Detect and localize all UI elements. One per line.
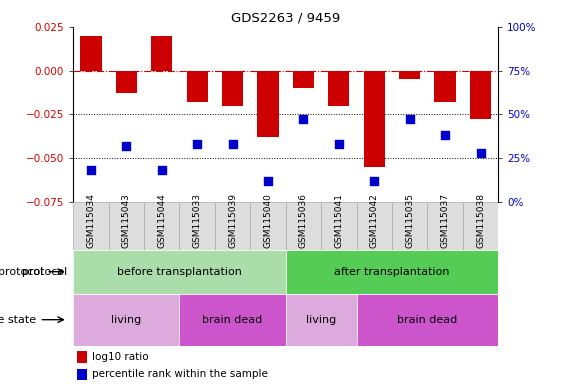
Point xyxy=(299,116,308,122)
Text: GSM115038: GSM115038 xyxy=(476,193,485,248)
Text: brain dead: brain dead xyxy=(397,314,458,325)
Point xyxy=(193,141,202,147)
FancyBboxPatch shape xyxy=(463,202,498,250)
FancyBboxPatch shape xyxy=(285,202,321,250)
Text: GSM115034: GSM115034 xyxy=(86,193,95,248)
Point xyxy=(228,141,237,147)
FancyBboxPatch shape xyxy=(427,202,463,250)
Text: GSM115033: GSM115033 xyxy=(193,193,202,248)
FancyBboxPatch shape xyxy=(356,202,392,250)
FancyBboxPatch shape xyxy=(180,294,285,346)
FancyBboxPatch shape xyxy=(109,202,144,250)
Text: GSM115039: GSM115039 xyxy=(228,193,237,248)
Bar xyxy=(78,369,87,380)
Point xyxy=(334,141,343,147)
FancyBboxPatch shape xyxy=(251,202,285,250)
Text: GSM115041: GSM115041 xyxy=(334,193,343,248)
FancyBboxPatch shape xyxy=(392,202,427,250)
Text: disease state: disease state xyxy=(0,314,36,325)
Bar xyxy=(470,71,491,119)
Bar xyxy=(151,36,172,71)
Bar xyxy=(186,71,208,102)
FancyBboxPatch shape xyxy=(285,294,356,346)
Text: GSM115040: GSM115040 xyxy=(263,193,272,248)
Text: GSM115043: GSM115043 xyxy=(122,193,131,248)
FancyBboxPatch shape xyxy=(144,202,180,250)
Text: after transplantation: after transplantation xyxy=(334,266,450,277)
Point xyxy=(157,167,166,173)
Text: before transplantation: before transplantation xyxy=(117,266,242,277)
FancyBboxPatch shape xyxy=(285,250,498,294)
FancyBboxPatch shape xyxy=(215,202,251,250)
Point xyxy=(263,177,272,184)
Text: GSM115037: GSM115037 xyxy=(441,193,450,248)
Text: protocol: protocol xyxy=(0,266,43,277)
Text: GSM115042: GSM115042 xyxy=(370,193,379,248)
FancyBboxPatch shape xyxy=(180,202,215,250)
Text: GSM115035: GSM115035 xyxy=(405,193,414,248)
Text: protocol: protocol xyxy=(23,266,68,277)
FancyBboxPatch shape xyxy=(73,294,180,346)
Point xyxy=(122,142,131,149)
Title: GDS2263 / 9459: GDS2263 / 9459 xyxy=(231,11,341,24)
Point xyxy=(441,132,450,138)
Text: living: living xyxy=(111,314,141,325)
Text: log10 ratio: log10 ratio xyxy=(92,352,149,362)
Bar xyxy=(222,71,243,106)
Text: percentile rank within the sample: percentile rank within the sample xyxy=(92,369,268,379)
Bar xyxy=(293,71,314,88)
Bar xyxy=(78,351,87,363)
Text: GSM115044: GSM115044 xyxy=(157,193,166,248)
Bar xyxy=(328,71,350,106)
FancyBboxPatch shape xyxy=(73,202,109,250)
FancyBboxPatch shape xyxy=(321,202,356,250)
Bar xyxy=(116,71,137,93)
Bar xyxy=(399,71,421,79)
Bar xyxy=(435,71,455,102)
Text: living: living xyxy=(306,314,336,325)
FancyBboxPatch shape xyxy=(356,294,498,346)
Point xyxy=(476,150,485,156)
Bar xyxy=(257,71,279,137)
Text: GSM115036: GSM115036 xyxy=(299,193,308,248)
Point xyxy=(370,177,379,184)
Text: brain dead: brain dead xyxy=(203,314,263,325)
Point xyxy=(405,116,414,122)
Bar xyxy=(364,71,385,167)
FancyBboxPatch shape xyxy=(73,250,285,294)
Bar xyxy=(81,36,101,71)
Point xyxy=(86,167,95,173)
